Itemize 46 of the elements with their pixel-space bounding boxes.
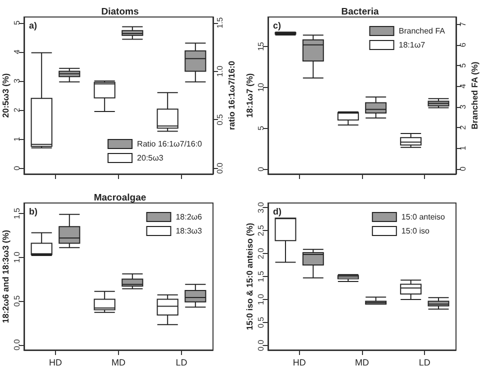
y-tick-label: 10: [256, 82, 266, 92]
y-tick-label: 1.5: [12, 207, 22, 220]
legend-label: 20:5ω3: [137, 154, 164, 162]
legend-label: 18:2ω6: [176, 212, 203, 222]
y2-tick-label: 1.0: [216, 65, 224, 77]
y2-tick-label: 4: [458, 83, 468, 88]
y-tick-label: 0.0: [256, 339, 266, 351]
y2-tick-label: 0.0: [216, 162, 224, 174]
legend-label: Branched FA: [398, 26, 446, 36]
x-tick-label: LD: [418, 358, 431, 368]
y-tick-label: 4: [12, 49, 22, 54]
y-axis-title: 20:5ω3 (%): [0, 73, 10, 118]
y-tick-label: 1.5: [256, 270, 266, 282]
y-tick-label: 1.0: [256, 293, 266, 306]
y2-axis-title: ratio 16:1ω7/16:0: [226, 60, 236, 130]
annotation: b): [29, 206, 38, 216]
y-tick-label: 2.5: [256, 224, 266, 236]
y2-axis-title: Branched FA (%): [470, 61, 480, 130]
legend-label: 15:0 anteiso: [401, 212, 446, 222]
y-tick-label: 2.0: [256, 247, 266, 260]
y-tick-label: 0.0: [12, 338, 22, 350]
y2-tick-label: 1.5: [216, 16, 224, 28]
x-tick-label: LD: [176, 358, 188, 368]
legend-label: Ratio 16:1ω7/16:0: [137, 140, 203, 148]
annotation: a): [29, 20, 38, 30]
legend-label: 18:3ω3: [176, 226, 203, 236]
y-axis-title: 18:1ω7 (%): [244, 73, 254, 118]
annotation: d): [273, 206, 282, 216]
y-tick-label: 1.0: [12, 251, 22, 263]
x-tick-label: MD: [112, 358, 126, 368]
annotation: c): [273, 20, 282, 30]
chart-title: Diatoms: [101, 6, 139, 18]
y-axis-title: 15:0 iso & 15:0 anteiso (%): [244, 222, 254, 330]
y-tick-label: 0.5: [12, 294, 22, 307]
legend-label: 18:1ω7: [398, 40, 426, 50]
y-tick-label: 3.0: [256, 201, 266, 214]
y-tick-label: 0.5: [256, 316, 266, 328]
x-tick-label: HD: [292, 358, 306, 368]
legend-label: 15:0 iso: [401, 226, 430, 236]
chart-title: Bacteria: [341, 6, 380, 18]
x-tick-label: MD: [355, 358, 370, 368]
y2-tick-label: 0.5: [216, 114, 224, 126]
chart-title: Macroalgae: [94, 192, 146, 204]
y-tick-label: 15: [256, 41, 266, 51]
y-axis-title: 18:2ω6 and 18:3ω3 (%): [0, 230, 10, 324]
x-tick-label: HD: [49, 358, 62, 368]
